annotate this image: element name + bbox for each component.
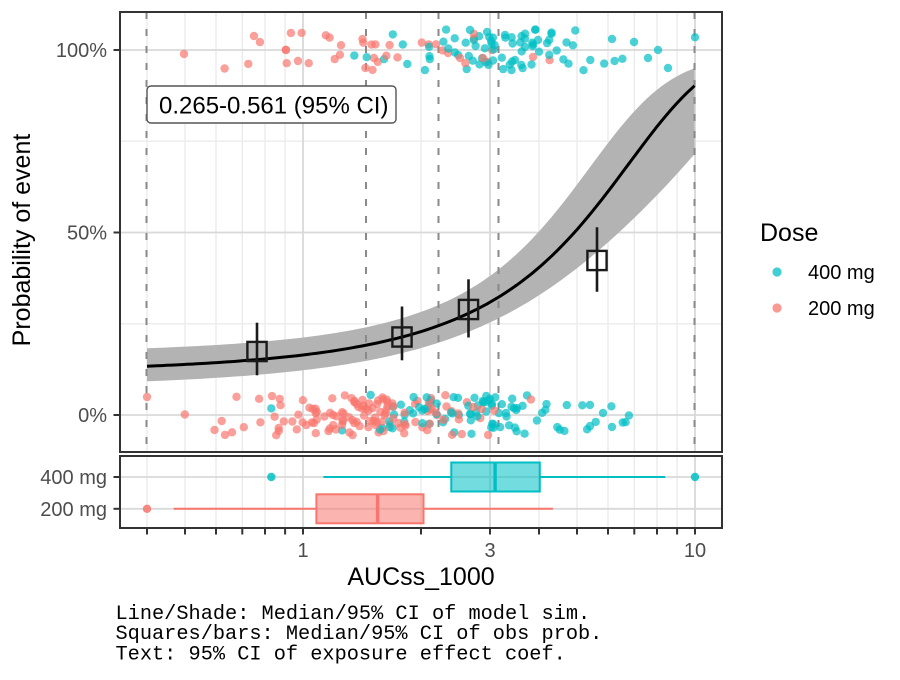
svg-text:1: 1	[297, 540, 308, 562]
svg-text:200 mg: 200 mg	[808, 298, 875, 320]
svg-text:Probability of event: Probability of event	[8, 134, 36, 347]
svg-text:100%: 100%	[56, 40, 107, 62]
svg-text:Dose: Dose	[760, 219, 818, 247]
svg-text:3: 3	[484, 540, 495, 562]
svg-text:AUCss_1000: AUCss_1000	[347, 563, 494, 591]
svg-text:Line/Shade: Median/95% CI of m: Line/Shade: Median/95% CI of model sim.	[116, 603, 591, 626]
svg-text:Squares/bars: Median/95% CI of: Squares/bars: Median/95% CI of obs prob.	[116, 623, 603, 646]
svg-text:400 mg: 400 mg	[808, 262, 875, 284]
svg-text:0.265-0.561 (95% CI): 0.265-0.561 (95% CI)	[159, 93, 388, 120]
svg-text:10: 10	[684, 540, 706, 562]
svg-text:0%: 0%	[78, 405, 107, 427]
svg-text:200 mg: 200 mg	[40, 499, 107, 521]
svg-text:Text: 95% CI of exposure effec: Text: 95% CI of exposure effect coef.	[116, 643, 566, 666]
svg-text:400 mg: 400 mg	[40, 467, 107, 489]
svg-text:50%: 50%	[67, 223, 107, 245]
